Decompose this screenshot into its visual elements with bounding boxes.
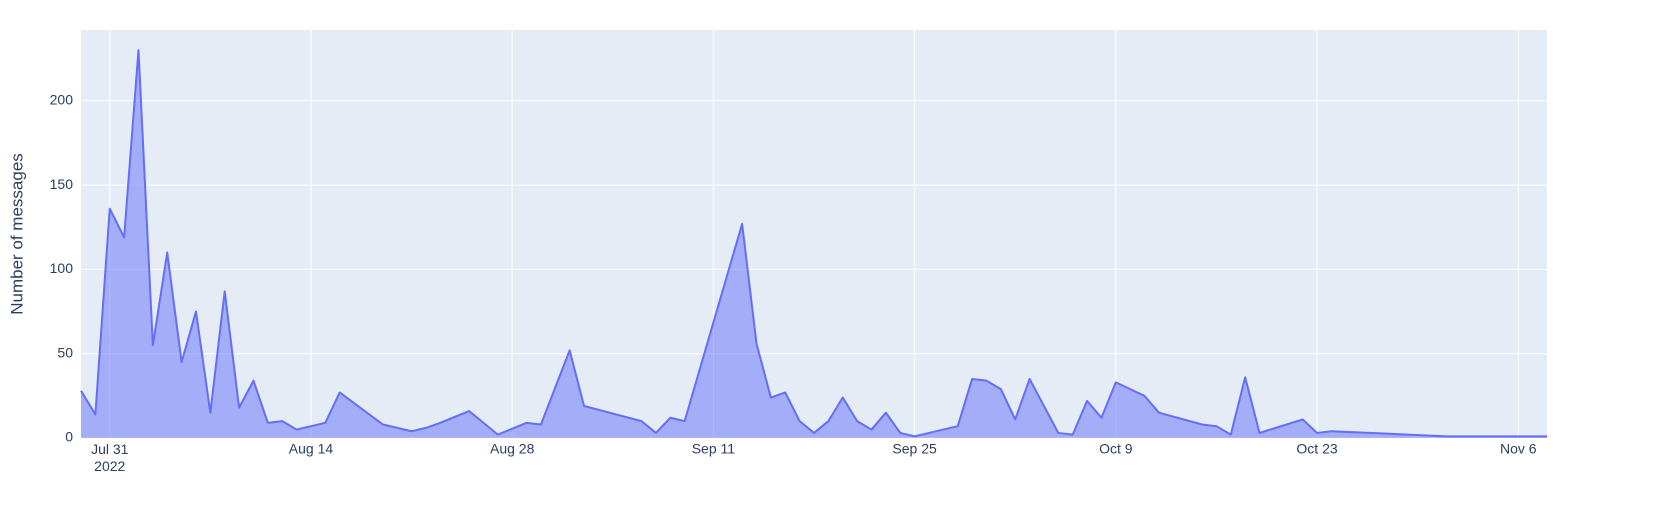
x-tick-label: Oct 23 [1296, 441, 1337, 457]
marks [80, 49, 1547, 438]
x-tick-label: Aug 14 [289, 441, 334, 457]
x-tick-label: Oct 9 [1099, 441, 1133, 457]
x-tick-label: Jul 31 2022 [91, 441, 129, 474]
x-tick-label: Sep 25 [892, 441, 937, 457]
y-axis-title: Number of messages [7, 153, 26, 315]
y-tick-label: 0 [65, 429, 73, 445]
y-tick-label: 150 [50, 176, 74, 192]
y-tick-label: 50 [57, 344, 73, 360]
x-tick-label: Nov 6 [1500, 441, 1537, 457]
x-tick-label: Aug 28 [490, 441, 535, 457]
plot-background [81, 30, 1547, 438]
x-tick-label: Sep 11 [692, 441, 736, 457]
area-line [80, 49, 1547, 438]
y-tick-label: 200 [50, 92, 74, 108]
y-tick-label: 100 [50, 260, 74, 276]
labels: 0 50 100 150 200 Jul 31 2022 Aug 14 Aug 28 Sep 11… [50, 92, 1537, 474]
area-fill [81, 50, 1547, 438]
